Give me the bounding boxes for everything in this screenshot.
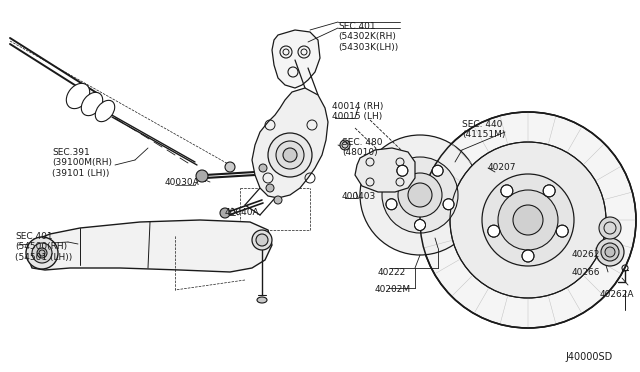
Circle shape: [398, 173, 442, 217]
Text: 40262: 40262: [572, 250, 600, 259]
Text: SEC. 480
(48010): SEC. 480 (48010): [342, 138, 383, 157]
Circle shape: [482, 174, 574, 266]
Circle shape: [596, 238, 624, 266]
Circle shape: [196, 170, 208, 182]
Circle shape: [420, 112, 636, 328]
Circle shape: [415, 219, 426, 231]
Circle shape: [225, 162, 235, 172]
Text: 40030A: 40030A: [165, 178, 200, 187]
Circle shape: [26, 237, 58, 269]
Circle shape: [283, 148, 297, 162]
Circle shape: [256, 234, 268, 246]
Circle shape: [276, 141, 304, 169]
Circle shape: [450, 142, 606, 298]
Circle shape: [382, 157, 458, 233]
Circle shape: [443, 199, 454, 210]
Text: J40000SD: J40000SD: [565, 352, 612, 362]
Circle shape: [340, 140, 350, 150]
Text: 40040A: 40040A: [225, 208, 260, 217]
Circle shape: [360, 135, 480, 255]
Circle shape: [605, 247, 615, 257]
Circle shape: [252, 230, 272, 250]
Ellipse shape: [95, 100, 115, 122]
Ellipse shape: [257, 297, 267, 303]
Text: 40207: 40207: [488, 163, 516, 172]
Text: 40202M: 40202M: [375, 285, 411, 294]
Text: SEC.401
(54500(RH)
(54501 (LH)): SEC.401 (54500(RH) (54501 (LH)): [15, 232, 72, 262]
Polygon shape: [28, 220, 272, 272]
Text: SEC.391
(39100M(RH)
(39101 (LH)): SEC.391 (39100M(RH) (39101 (LH)): [52, 148, 112, 178]
Circle shape: [522, 250, 534, 262]
Text: SEC.401
(54302K(RH)
(54303K(LH)): SEC.401 (54302K(RH) (54303K(LH)): [338, 22, 398, 52]
Circle shape: [259, 164, 267, 172]
Circle shape: [408, 183, 432, 207]
Circle shape: [266, 184, 274, 192]
Circle shape: [274, 196, 282, 204]
Ellipse shape: [81, 92, 102, 116]
Circle shape: [268, 133, 312, 177]
Circle shape: [432, 165, 443, 176]
Circle shape: [386, 199, 397, 210]
Polygon shape: [272, 30, 320, 88]
Circle shape: [501, 185, 513, 197]
Circle shape: [599, 217, 621, 239]
Polygon shape: [252, 88, 328, 198]
Circle shape: [220, 208, 230, 218]
Circle shape: [556, 225, 568, 237]
Circle shape: [543, 185, 555, 197]
Polygon shape: [355, 148, 415, 192]
Text: 40014 (RH)
40015 (LH): 40014 (RH) 40015 (LH): [332, 102, 383, 121]
Circle shape: [513, 205, 543, 235]
Circle shape: [488, 225, 500, 237]
Text: 40266: 40266: [572, 268, 600, 277]
Ellipse shape: [67, 83, 90, 109]
Text: 40222: 40222: [378, 268, 406, 277]
Text: SEC. 440
(41151M): SEC. 440 (41151M): [462, 120, 506, 140]
Text: 40262A: 40262A: [600, 290, 634, 299]
Circle shape: [498, 190, 558, 250]
Circle shape: [32, 243, 52, 263]
Circle shape: [601, 243, 619, 261]
Text: 400403: 400403: [342, 192, 376, 201]
Circle shape: [397, 165, 408, 176]
Circle shape: [37, 248, 47, 258]
